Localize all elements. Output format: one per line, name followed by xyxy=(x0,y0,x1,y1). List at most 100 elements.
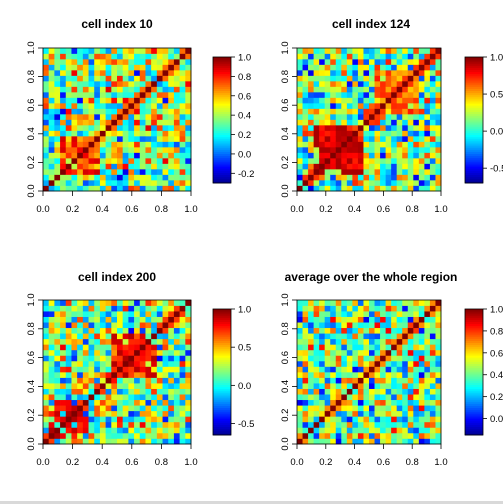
heatmap-cell xyxy=(111,136,118,142)
heatmap-cell xyxy=(88,48,95,54)
heatmap-cell xyxy=(413,92,420,98)
heatmap-cell xyxy=(65,349,72,356)
heatmap-cell xyxy=(402,355,409,362)
heatmap-cell xyxy=(71,355,78,362)
colorbar-segment xyxy=(213,380,231,383)
y-tick-label: 0.2 xyxy=(280,409,291,422)
x-tick-label: 0.0 xyxy=(36,204,49,215)
heatmap-cell xyxy=(82,344,89,351)
heatmap-cell xyxy=(335,64,342,71)
heatmap-cell xyxy=(413,86,420,93)
heatmap-cell xyxy=(54,114,61,120)
heatmap-cell xyxy=(173,333,180,340)
heatmap-cell xyxy=(374,81,381,87)
heatmap-cell xyxy=(352,163,359,170)
heatmap-cell xyxy=(330,427,337,434)
heatmap-cell xyxy=(385,416,392,423)
heatmap-cell xyxy=(122,300,129,306)
heatmap-cell xyxy=(82,383,89,389)
heatmap-cell xyxy=(43,432,50,439)
heatmap-cell xyxy=(357,383,364,389)
heatmap-cell xyxy=(402,141,409,148)
heatmap-cell xyxy=(94,349,101,356)
heatmap-cell xyxy=(71,438,78,445)
heatmap-cell xyxy=(117,48,124,54)
heatmap-cell xyxy=(308,360,314,367)
heatmap-cell xyxy=(145,53,152,60)
heatmap-cell xyxy=(335,405,342,412)
heatmap-cell xyxy=(346,383,353,389)
heatmap-cell xyxy=(313,399,320,406)
heatmap-cell xyxy=(435,344,442,351)
heatmap-cell xyxy=(162,53,169,60)
heatmap-cell xyxy=(424,349,431,356)
heatmap-cell xyxy=(341,399,348,406)
y-axis: 0.00.20.40.60.81.0 xyxy=(280,41,297,198)
heatmap-cell xyxy=(418,180,425,186)
colorbar-segment xyxy=(465,317,483,320)
heatmap-cell xyxy=(319,366,326,373)
heatmap-cell xyxy=(94,388,101,395)
heatmap-cell xyxy=(352,366,359,373)
heatmap-cell xyxy=(156,388,163,395)
heatmap-cell xyxy=(308,141,314,148)
heatmap-cell xyxy=(105,344,112,351)
heatmap-cell xyxy=(407,416,414,423)
colorbar-segment xyxy=(213,388,231,392)
heatmap-cell xyxy=(407,333,414,340)
heatmap-cell xyxy=(99,322,106,329)
heatmap-cell xyxy=(54,344,61,351)
heatmap-cell xyxy=(297,327,303,334)
heatmap-cell xyxy=(435,360,442,367)
heatmap-cell xyxy=(179,97,186,104)
heatmap-cell xyxy=(363,333,370,340)
heatmap-cell xyxy=(65,333,72,340)
heatmap-cell xyxy=(145,416,152,423)
heatmap-cell xyxy=(402,158,409,164)
heatmap-cell xyxy=(407,394,414,401)
heatmap-cell xyxy=(54,81,61,87)
heatmap-cell xyxy=(162,81,169,87)
heatmap-cell xyxy=(435,169,442,175)
heatmap-cell xyxy=(297,180,303,186)
heatmap-cell xyxy=(391,103,398,109)
heatmap-cell xyxy=(324,130,331,137)
heatmap-cell xyxy=(435,97,442,104)
heatmap-cell xyxy=(111,410,118,417)
colorbar-segment xyxy=(465,334,483,337)
heatmap-cell xyxy=(352,53,359,60)
heatmap-cell xyxy=(374,141,381,148)
heatmap-cell xyxy=(145,180,152,186)
heatmap-cell xyxy=(302,125,309,131)
heatmap-cell xyxy=(71,136,78,142)
heatmap-cell xyxy=(173,322,180,329)
heatmap-cell xyxy=(162,338,169,345)
heatmap-cell xyxy=(122,421,129,428)
heatmap-cell xyxy=(122,344,129,351)
heatmap-cell xyxy=(391,86,398,93)
heatmap-cell xyxy=(122,366,129,373)
heatmap-cell xyxy=(151,316,158,323)
heatmap-cell xyxy=(402,152,409,159)
heatmap-cell xyxy=(391,125,398,131)
heatmap-cell xyxy=(335,432,342,439)
heatmap-cell xyxy=(413,70,420,76)
heatmap-cell xyxy=(65,300,72,306)
heatmap-cell xyxy=(313,300,320,306)
heatmap-cell xyxy=(374,349,381,356)
heatmap-cell xyxy=(145,333,152,340)
colorbar-segment xyxy=(465,63,483,66)
x-tick-label: 0.2 xyxy=(319,457,332,468)
heatmap-cell xyxy=(65,421,72,428)
heatmap-cell xyxy=(151,305,158,312)
heatmap-cell xyxy=(385,410,392,417)
heatmap-cell xyxy=(71,305,78,312)
heatmap-cell xyxy=(319,405,326,412)
heatmap-cell xyxy=(391,147,398,153)
heatmap-cell xyxy=(369,169,375,175)
heatmap-cell xyxy=(313,383,320,389)
heatmap-cell xyxy=(335,53,342,60)
heatmap-cell xyxy=(402,180,409,186)
heatmap-cell xyxy=(105,180,112,186)
heatmap-cell xyxy=(173,147,180,153)
